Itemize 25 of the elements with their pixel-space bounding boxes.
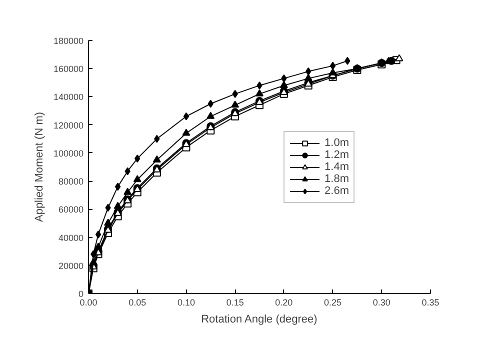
legend-label: 1.0m [324,136,349,148]
y-tick-label: 60000 [58,204,84,215]
legend-label: 1.4m [324,160,349,172]
legend-label: 1.8m [324,172,349,184]
y-tick-label: 140000 [53,92,84,102]
x-tick-label: 0.00 [80,298,98,308]
y-tick-label: 40000 [58,232,84,243]
y-tick-label: 20000 [58,260,84,271]
x-axis-title: Rotation Angle (degree) [201,314,318,326]
y-tick-label: 120000 [53,120,84,130]
y-tick-label: 160000 [53,64,84,74]
x-tick-label: 0.20 [275,298,293,308]
y-tick-label: 0 [78,289,84,299]
x-tick-label: 0.25 [324,298,342,308]
x-tick-label: 0.10 [177,298,195,308]
y-tick-label: 100000 [53,148,84,158]
y-axis-title: Applied Moment (N m) [33,112,46,222]
legend-label: 2.6m [324,184,349,196]
x-tick-label: 0.35 [422,298,440,308]
x-tick-label: 0.30 [372,298,390,308]
x-tick-label: 0.05 [128,298,146,308]
y-tick-label: 180000 [53,36,84,46]
legend-label: 1.2m [324,148,349,160]
x-tick-label: 0.15 [226,298,244,308]
y-tick-label: 80000 [58,176,84,187]
